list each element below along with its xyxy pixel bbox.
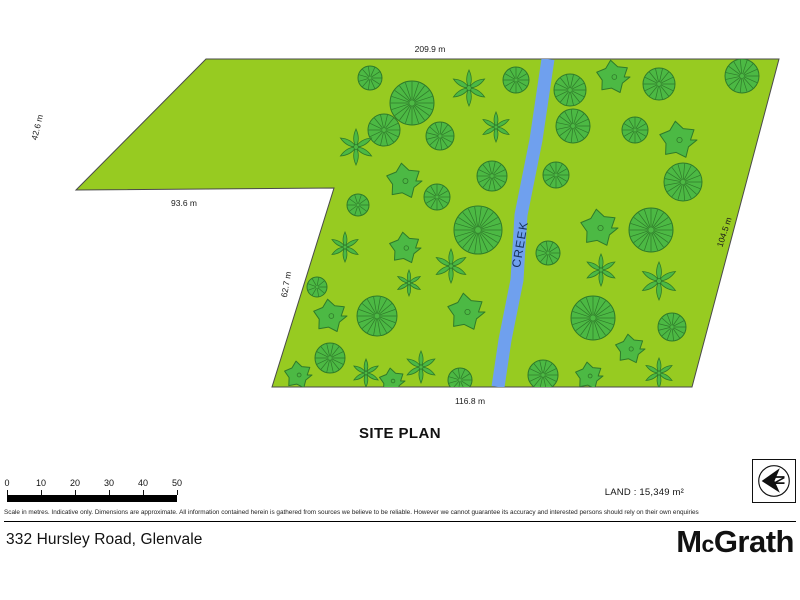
- tree-symbol-radial: [425, 121, 455, 151]
- tree-symbol-bushy: [615, 333, 646, 364]
- tree-symbol-star: [353, 358, 379, 387]
- tree-symbol-radial: [628, 207, 674, 253]
- mcgrath-logo: McGrath: [676, 526, 794, 557]
- tree-symbol-radial: [570, 295, 616, 341]
- divider: [4, 521, 796, 522]
- north-letter: N: [773, 475, 788, 485]
- tree-symbol-star: [645, 357, 673, 387]
- tree-symbol-star: [339, 128, 373, 166]
- tree-symbol-radial: [663, 162, 703, 202]
- tree-symbol-radial: [621, 116, 649, 144]
- brand-rest: Grath: [713, 524, 795, 559]
- dimension-left: 42.6 m: [29, 113, 45, 141]
- north-arrow-icon: N: [752, 459, 796, 503]
- scale-tick: [109, 490, 110, 495]
- scale-label-30: 30: [103, 478, 115, 488]
- tree-symbol-radial: [724, 59, 760, 94]
- scale-label-50: 50: [171, 478, 183, 488]
- tree-symbol-radial: [357, 65, 383, 91]
- scale-tick: [143, 490, 144, 495]
- tree-symbol-radial: [657, 312, 687, 342]
- scale-label-10: 10: [35, 478, 47, 488]
- vegetation-layer: [284, 59, 760, 387]
- tree-symbol-radial: [423, 183, 451, 211]
- tree-symbol-radial: [555, 108, 591, 144]
- tree-symbol-star: [482, 111, 510, 143]
- tree-symbol-radial: [389, 80, 435, 126]
- scale-tick: [41, 490, 42, 495]
- tree-symbol-bushy: [386, 162, 423, 198]
- tree-symbol-radial: [642, 67, 676, 101]
- tree-symbol-radial: [306, 276, 328, 298]
- tree-symbol-radial: [527, 359, 559, 387]
- tree-symbol-star: [452, 69, 486, 107]
- tree-symbol-star: [406, 350, 436, 384]
- scale-bar-numbers: 0 10 20 30 40 50: [4, 478, 183, 490]
- tree-symbol-radial: [542, 161, 570, 189]
- disclaimer-text: Scale in metres. Indicative only. Dimens…: [4, 509, 699, 516]
- tree-symbol-bushy: [379, 367, 406, 387]
- scale-label-0: 0: [4, 478, 10, 488]
- scale-bar-ticks: [4, 490, 180, 495]
- tree-symbol-star: [586, 253, 616, 287]
- dimension-bottom: 116.8 m: [455, 396, 485, 406]
- creek-waterway: [491, 59, 555, 387]
- creek-layer: [491, 59, 555, 387]
- scale-tick: [7, 490, 8, 495]
- scale-label-40: 40: [137, 478, 149, 488]
- land-area-info: LAND : 15,349 m²: [605, 487, 684, 498]
- tree-symbol-star: [435, 248, 467, 284]
- tree-symbol-bushy: [596, 59, 631, 93]
- dimension-top: 209.9 m: [415, 44, 446, 54]
- tree-symbol-bushy: [575, 361, 604, 387]
- tree-symbol-radial: [535, 240, 561, 266]
- tree-symbol-radial: [553, 73, 587, 107]
- tree-symbol-radial: [356, 295, 398, 337]
- tree-symbol-bushy: [447, 292, 486, 330]
- tree-symbol-radial: [367, 113, 401, 147]
- tree-symbol-radial: [502, 66, 530, 94]
- scale-label-20: 20: [69, 478, 81, 488]
- scale-tick: [75, 490, 76, 495]
- scale-tick: [177, 490, 178, 495]
- dimension-notch-top: 93.6 m: [171, 198, 197, 208]
- scale-bar: 0 10 20 30 40 50: [4, 478, 183, 504]
- brand-c: c: [701, 531, 715, 557]
- dimension-notch-left: 62.7 m: [279, 271, 293, 298]
- land-area-value: 15,349 m²: [639, 487, 684, 498]
- tree-symbol-radial: [447, 367, 473, 387]
- tree-symbol-star: [331, 231, 359, 263]
- tree-symbol-bushy: [284, 360, 313, 387]
- property-address: 332 Hursley Road, Glenvale: [6, 531, 203, 548]
- brand-m: M: [676, 524, 702, 559]
- tree-symbol-radial: [346, 193, 370, 217]
- tree-symbol-star: [641, 261, 677, 301]
- tree-symbol-bushy: [659, 120, 698, 158]
- tree-symbol-star: [396, 269, 422, 297]
- land-area-label: LAND :: [604, 487, 637, 498]
- tree-symbol-bushy: [580, 208, 619, 246]
- tree-symbol-bushy: [313, 298, 348, 332]
- tree-symbol-radial: [476, 160, 508, 192]
- tree-symbol-bushy: [389, 231, 422, 264]
- tree-symbol-radial: [453, 205, 503, 255]
- page-title: SITE PLAN: [359, 425, 441, 442]
- scale-bar-fill: [7, 495, 177, 502]
- tree-symbol-radial: [314, 342, 346, 374]
